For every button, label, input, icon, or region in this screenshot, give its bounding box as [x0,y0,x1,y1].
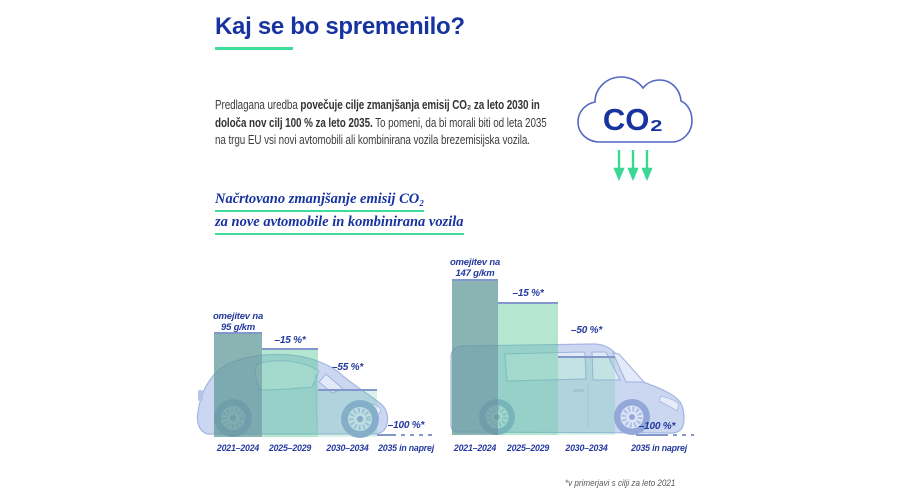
cars-bar-label-minus100: –100 %* [387,420,425,431]
chart-section-title-line1: Načrtovano zmanjšanje emisij CO₂ [215,191,425,212]
cars-axis-2035-naprej: 2035 in naprej [378,443,434,453]
vans-bar-2025-2029 [498,302,558,435]
intro-paragraph: Predlagana uredba povečuje cilje zmanjša… [215,96,580,149]
cloud-outline [577,76,693,143]
vans-axis-2035-naprej: 2035 in naprej [631,443,687,453]
vans-axis-2021-2024: 2021–2024 [453,443,497,453]
footnote: *v primerjavi s cilji za leto 2021 [565,478,676,489]
chart-section-title-line2: za nove avtomobile in kombinirana vozila [215,214,464,235]
vans-bar-label-minus15: –15 %* [512,288,544,299]
intro-line-1: Predlagana uredba povečuje cilje zmanjša… [215,97,540,112]
co2-cloud-label: CO₂ [603,102,663,137]
tail-light [198,390,203,401]
cars-bar-2030-2034 [318,389,377,437]
cars-bar-label-minus55: –55 %* [331,362,364,373]
cars-limit-label: omejitev na 95 g/km [212,311,264,333]
vans-bar-2021-2024 [452,279,498,435]
down-arrows-icon [613,150,653,182]
cars-axis-2030-2034: 2030–2034 [326,443,369,453]
intro-line-3: na trgu EU vsi novi avtomobili ali kombi… [215,132,530,147]
vans-axis-2025-2029: 2025–2029 [506,443,550,453]
page-title: Kaj se bo spremenilo? [215,13,465,40]
vans-zero-emission-line [636,434,694,436]
cars-axis-2025-2029: 2025–2029 [268,443,312,453]
cars-axis-2021-2024: 2021–2024 [216,443,260,453]
cars-zero-emission-line [377,434,435,436]
vans-limit-label: omejitev na 147 g/km [449,257,501,279]
door-handle [573,389,584,392]
cars-bar-2021-2024 [214,332,262,437]
cars-bar-2025-2029 [262,348,318,437]
intro-line-2: določa nov cilj 100 % za leto 2035. To p… [215,114,547,130]
vans-bar-label-minus100: –100 %* [638,421,676,432]
cars-bar-label-minus15: –15 %* [274,335,306,346]
title-accent-underline [215,47,293,50]
co2-cloud-icon: CO₂ [577,76,693,182]
vans-bar-label-minus50: –50 %* [570,325,603,336]
vans-bar-2030-2034 [558,356,615,435]
vans-axis-2030-2034: 2030–2034 [565,443,608,453]
headlight [658,395,680,412]
